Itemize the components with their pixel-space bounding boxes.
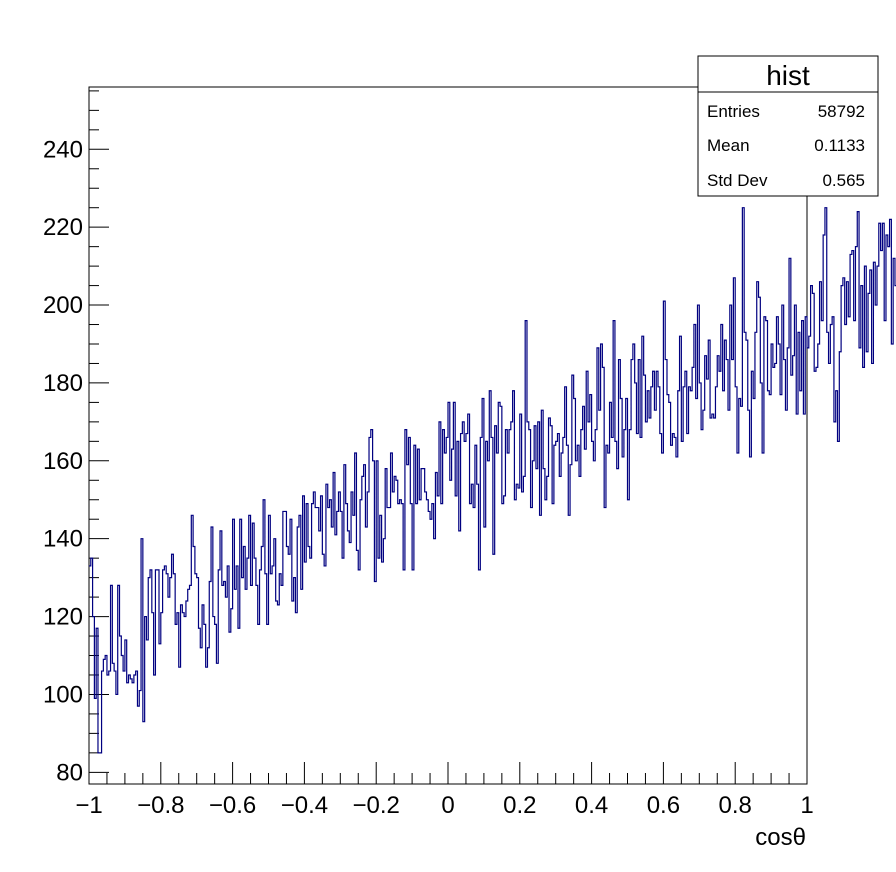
stats-box: hist Entries 58792 Mean 0.1133 Std Dev 0…	[697, 55, 879, 197]
y-tick-label: 220	[43, 214, 83, 241]
x-axis-label: cosθ	[755, 824, 806, 851]
x-tick-label: −1	[75, 792, 102, 819]
x-tick-label: −0.6	[209, 792, 256, 819]
y-tick-label: 120	[43, 604, 83, 631]
x-tick-label: 0.8	[719, 792, 752, 819]
x-tick-label: 1	[800, 792, 813, 819]
x-tick-label: −0.8	[137, 792, 184, 819]
y-axis-ticks	[89, 90, 109, 773]
y-tick-label: 240	[43, 136, 83, 163]
x-tick-label: −0.4	[281, 792, 328, 819]
x-tick-label: 0.2	[503, 792, 536, 819]
stats-stddev-value: 0.565	[822, 171, 865, 190]
y-tick-label: 180	[43, 370, 83, 397]
y-tick-label: 140	[43, 526, 83, 553]
y-axis-tick-labels: 80 100 120 140 160 180 200 220 240	[43, 136, 83, 786]
histogram-series	[89, 207, 896, 754]
x-tick-label: −0.2	[353, 792, 400, 819]
y-tick-label: 80	[56, 759, 83, 786]
x-axis-tick-labels: −1 −0.8 −0.6 −0.4 −0.2 0 0.2 0.4 0.6 0.8 1	[75, 792, 813, 819]
y-tick-label: 200	[43, 292, 83, 319]
x-tick-label: 0	[441, 792, 454, 819]
stats-mean-label: Mean	[707, 136, 750, 155]
stats-mean-value: 0.1133	[814, 136, 865, 155]
x-axis-ticks	[88, 762, 808, 784]
y-tick-label: 100	[43, 681, 83, 708]
y-tick-label: 160	[43, 448, 83, 475]
x-tick-label: 0.6	[647, 792, 680, 819]
stats-stddev-label: Std Dev	[707, 171, 768, 190]
x-tick-label: 0.4	[575, 792, 608, 819]
stats-title: hist	[766, 60, 810, 91]
stats-entries-value: 58792	[818, 102, 865, 121]
stats-entries-label: Entries	[707, 102, 760, 121]
